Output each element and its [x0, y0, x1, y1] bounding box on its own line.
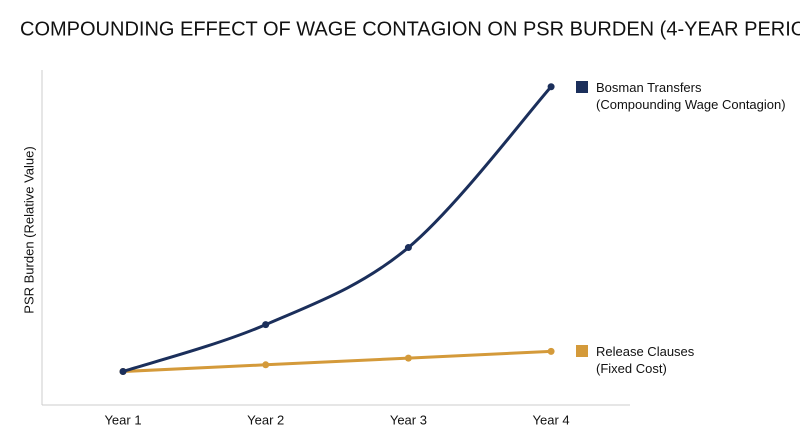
data-point: [547, 83, 555, 91]
chart-title: COMPOUNDING EFFECT OF WAGE CONTAGION ON …: [20, 18, 800, 40]
y-axis-label: PSR Burden (Relative Value): [21, 146, 36, 313]
x-tick-label: Year 1: [104, 412, 141, 427]
data-point: [404, 354, 412, 362]
data-point: [262, 321, 270, 329]
data-point: [404, 244, 412, 252]
x-tick-label: Year 2: [247, 412, 284, 427]
x-tick-label: Year 4: [533, 412, 570, 427]
legend-label: Release Clauses (Fixed Cost): [596, 344, 695, 377]
legend-item: Bosman Transfers (Compounding Wage Conta…: [576, 79, 786, 113]
data-point: [547, 347, 555, 355]
legend-swatch: [576, 80, 588, 93]
legend-swatch: [576, 345, 588, 358]
x-tick-label: Year 3: [390, 412, 427, 427]
data-point: [119, 368, 127, 375]
series-line: [122, 85, 553, 373]
legend-item: Release Clauses (Fixed Cost): [576, 343, 694, 377]
legend-label: Bosman Transfers (Compounding Wage Conta…: [596, 79, 786, 112]
data-point: [262, 361, 270, 369]
series-line: [122, 349, 552, 373]
